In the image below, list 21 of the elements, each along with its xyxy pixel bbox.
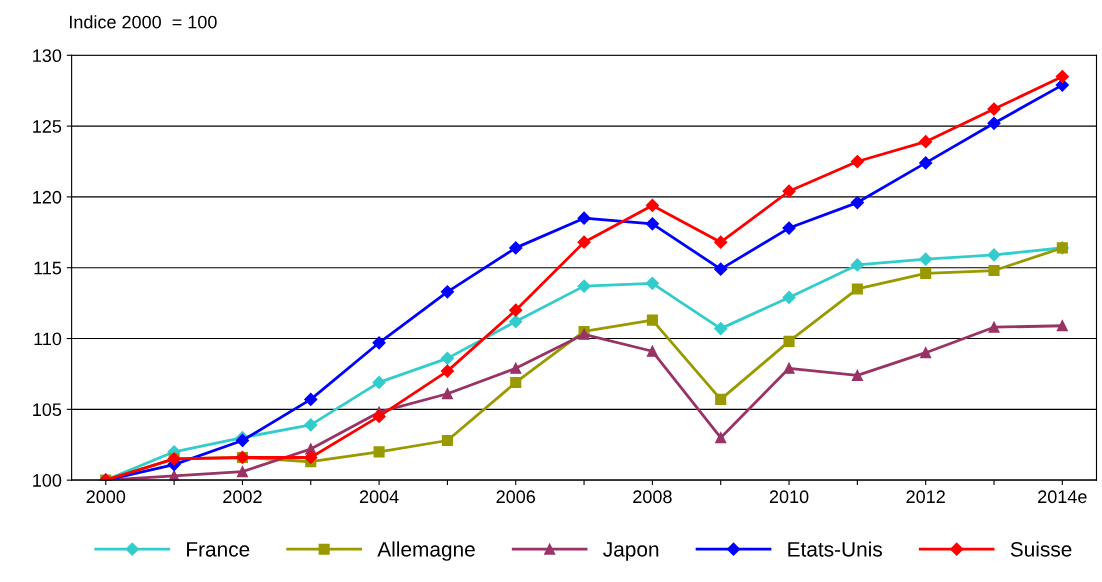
y-axis-title: Indice 2000 = 100 xyxy=(69,15,217,29)
y-tick-label: 100 xyxy=(33,474,62,487)
x-tick-label: 2010 xyxy=(769,490,809,504)
y-tick-label: 125 xyxy=(33,120,62,133)
x-tick-label: 2012 xyxy=(906,490,945,504)
legend-label: Japon xyxy=(603,542,659,561)
legend-label: Etats-Unis xyxy=(788,541,882,557)
x-tick-label: 2014e xyxy=(1038,490,1087,504)
y-tick-label: 130 xyxy=(33,49,62,63)
y-tick-label: 115 xyxy=(34,261,62,275)
x-tick-label: 2008 xyxy=(633,490,672,504)
x-tick-label: 2006 xyxy=(496,490,536,504)
x-tick-label: 2000 xyxy=(86,490,126,504)
x-tick-label: 2004 xyxy=(359,490,399,504)
y-tick-label: 110 xyxy=(34,332,62,346)
x-tick-label: 2002 xyxy=(223,490,262,504)
legend-label: Allemagne xyxy=(377,541,475,561)
legend-label: France xyxy=(187,542,250,557)
y-tick-label: 120 xyxy=(33,190,62,204)
legend-label: Suisse xyxy=(1010,541,1072,557)
y-tick-label: 105 xyxy=(33,403,62,417)
